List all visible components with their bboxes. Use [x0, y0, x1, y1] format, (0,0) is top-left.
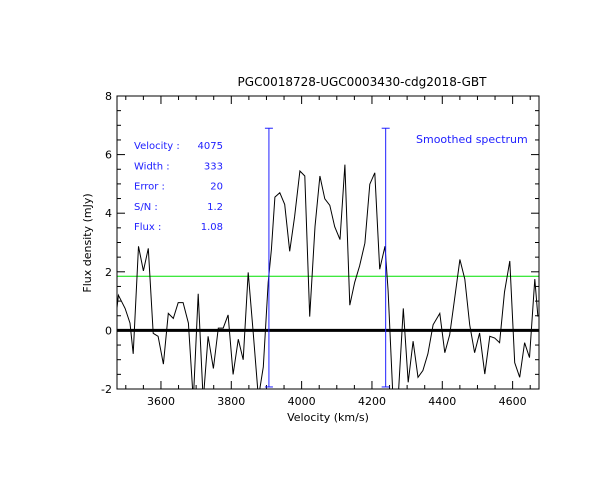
y-tick-label: 2: [105, 266, 112, 279]
velocity-markers: [264, 127, 390, 388]
plot-frame: [116, 95, 540, 390]
y-tick-label: 6: [105, 149, 112, 162]
axis-ticks: 3600 3800 4000 4200 4400 4600 -2 0 2 4 6 8: [101, 90, 539, 408]
annotation-value: 20: [210, 182, 223, 193]
annotation-label: Error :: [134, 182, 165, 193]
annotation-label: Velocity :: [134, 141, 180, 152]
annotation-label: Width :: [134, 161, 170, 172]
annotation-label: Flux :: [134, 222, 161, 233]
y-axis-label: Flux density (mJy): [81, 193, 94, 292]
legend-text: Smoothed spectrum: [416, 133, 528, 146]
x-axis-label: Velocity (km/s): [287, 411, 369, 424]
x-tick-label: 3800: [217, 395, 245, 408]
annotation-value: 1.2: [207, 202, 223, 213]
x-tick-label: 4000: [288, 395, 316, 408]
annotation-value: 4075: [198, 141, 223, 152]
y-tick-label: -2: [101, 383, 112, 396]
y-tick-label: 4: [105, 207, 112, 220]
y-tick-label: 8: [105, 90, 112, 103]
x-tick-label: 4400: [428, 395, 456, 408]
annotation-label: S/N :: [134, 202, 158, 213]
x-tick-label: 4200: [358, 395, 386, 408]
x-tick-label: 3600: [147, 395, 175, 408]
chart-title: PGC0018728-UGC0003430-cdg2018-GBT: [238, 75, 488, 89]
annotation-value: 1.08: [201, 222, 223, 233]
spectrum-line: [117, 164, 539, 389]
annotations: Velocity : 4075 Width : 333 Error : 20 S/N : 1.…: [134, 141, 223, 233]
series-group: [117, 164, 539, 389]
annotation-value: 333: [204, 161, 223, 172]
reference-lines: [117, 275, 539, 332]
x-tick-label: 4600: [499, 395, 527, 408]
y-tick-label: 0: [105, 324, 112, 337]
